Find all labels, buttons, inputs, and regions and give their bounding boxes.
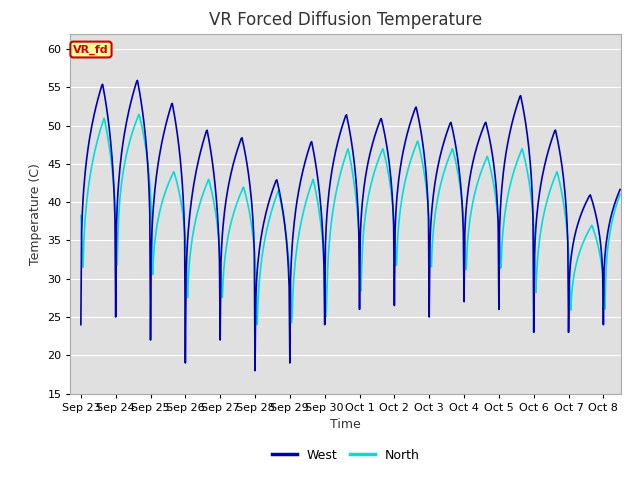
North bbox=[253, 322, 261, 327]
West bbox=[153, 168, 161, 174]
North bbox=[79, 264, 87, 270]
North bbox=[329, 210, 337, 216]
North bbox=[478, 166, 486, 172]
North bbox=[153, 222, 161, 228]
West bbox=[77, 322, 84, 327]
Text: VR_fd: VR_fd bbox=[73, 44, 109, 55]
Line: North: North bbox=[81, 114, 620, 324]
Y-axis label: Temperature (C): Temperature (C) bbox=[29, 163, 42, 264]
West bbox=[251, 368, 259, 373]
North bbox=[616, 192, 624, 197]
North bbox=[135, 111, 143, 117]
Title: VR Forced Diffusion Temperature: VR Forced Diffusion Temperature bbox=[209, 11, 482, 29]
West bbox=[134, 78, 141, 84]
West bbox=[79, 196, 87, 202]
North bbox=[465, 223, 473, 228]
X-axis label: Time: Time bbox=[330, 418, 361, 431]
West bbox=[329, 163, 337, 169]
West bbox=[616, 187, 624, 192]
Legend: West, North: West, North bbox=[266, 444, 425, 467]
North bbox=[308, 179, 316, 184]
North bbox=[77, 213, 84, 218]
West bbox=[465, 180, 473, 186]
West bbox=[478, 128, 486, 133]
Line: West: West bbox=[81, 81, 620, 371]
West bbox=[308, 143, 316, 148]
